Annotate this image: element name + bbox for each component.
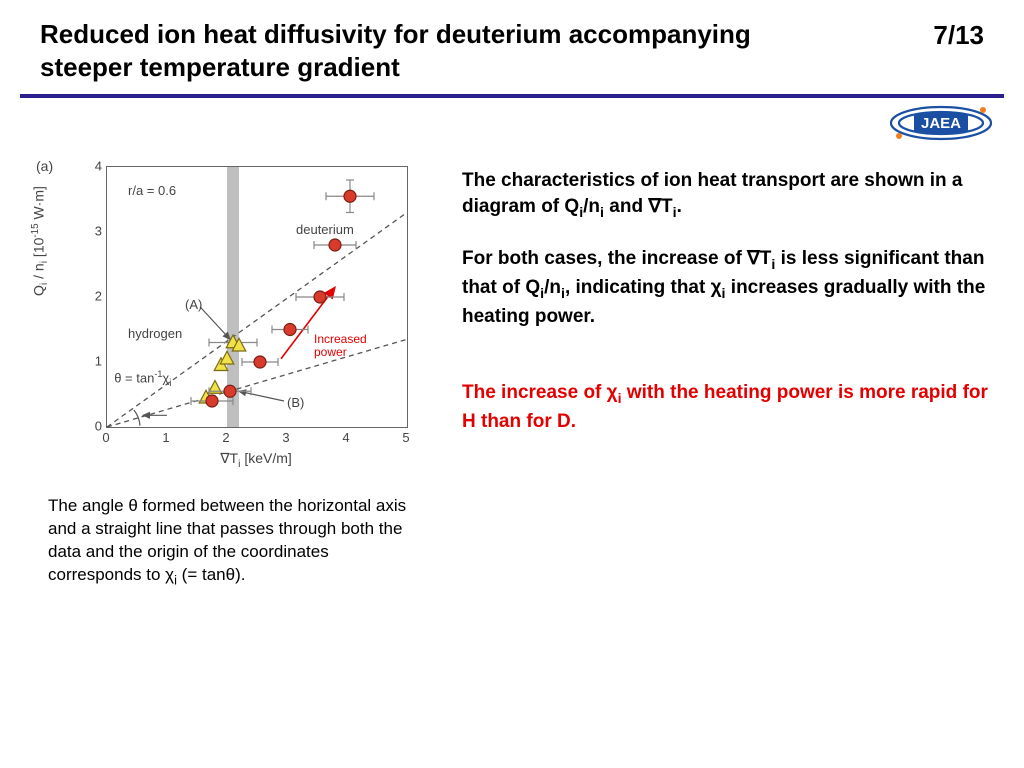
note-r-over-a: r/a = 0.6	[128, 183, 176, 198]
xtick-label: 2	[222, 430, 229, 445]
figure-a: (a) Qi / ni [10-15 W·m] ∇Ti [keV/m] 0123…	[36, 158, 426, 478]
ytick-label: 2	[86, 289, 102, 304]
data-markers	[191, 180, 374, 407]
ytick-label: 4	[86, 159, 102, 174]
slide: Reduced ion heat diffusivity for deuteri…	[0, 0, 1024, 768]
note-hydrogen: hydrogen	[128, 326, 182, 341]
page-number: 7/13	[933, 20, 984, 51]
header-rule	[20, 94, 1004, 98]
xtick-label: 4	[342, 430, 349, 445]
ytick-label: 1	[86, 354, 102, 369]
y-axis-label: Qi / ni [10-15 W·m]	[30, 186, 50, 296]
note-B: (B)	[287, 395, 304, 410]
panel-label: (a)	[36, 158, 53, 174]
x-axis-label: ∇Ti [keV/m]	[106, 450, 406, 470]
jaea-logo: JAEA	[886, 100, 996, 146]
note-theta-eq: θ = tan-1χi	[114, 369, 171, 389]
figure-caption: The angle θ formed between the horizonta…	[48, 495, 418, 588]
xtick-label: 5	[402, 430, 409, 445]
ytick-label: 3	[86, 224, 102, 239]
note-increased-power: Increased power	[314, 333, 367, 359]
xtick-label: 3	[282, 430, 289, 445]
slide-title: Reduced ion heat diffusivity for deuteri…	[40, 18, 820, 83]
ytick-label: 0	[86, 419, 102, 434]
xtick-label: 1	[162, 430, 169, 445]
paragraph-3: The increase of χi with the heating powe…	[462, 380, 992, 435]
xtick-label: 0	[102, 430, 109, 445]
svg-text:JAEA: JAEA	[921, 115, 961, 132]
plot-area: r/a = 0.6 deuterium hydrogen (A) (B) θ =…	[106, 166, 408, 428]
title-row: Reduced ion heat diffusivity for deuteri…	[40, 18, 984, 83]
note-A: (A)	[185, 297, 202, 312]
paragraph-1: The characteristics of ion heat transpor…	[462, 168, 992, 223]
note-deuterium: deuterium	[296, 222, 354, 237]
paragraph-2: For both cases, the increase of ∇Ti is l…	[462, 246, 992, 330]
